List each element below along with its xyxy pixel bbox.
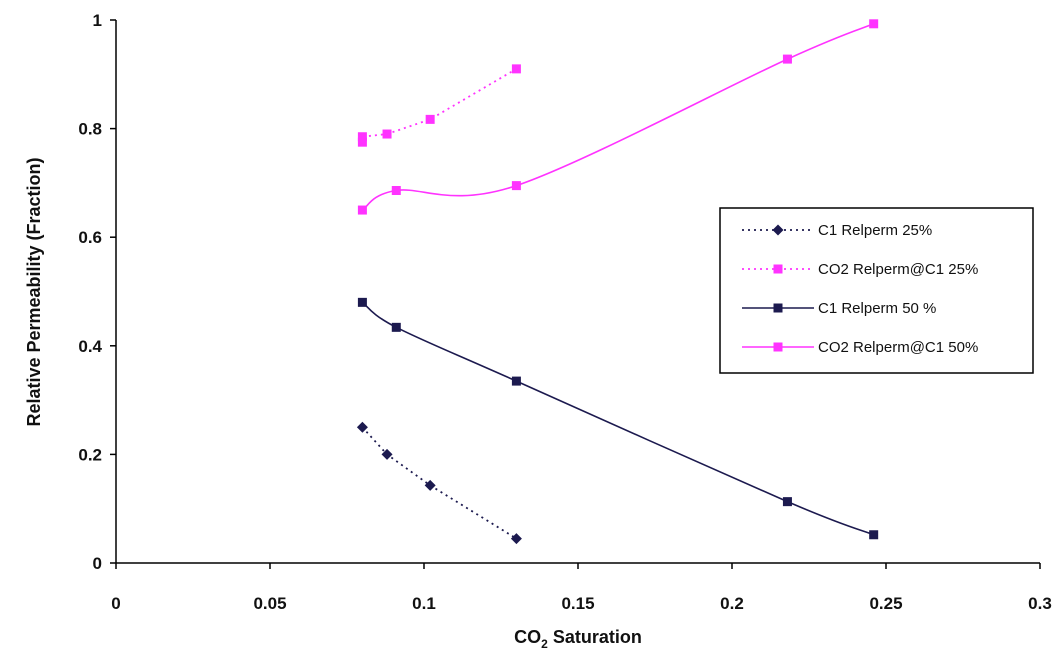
- data-point: [782, 497, 792, 507]
- y-tick-label: 0.8: [78, 120, 102, 139]
- x-axis-title-rest: Saturation: [548, 627, 642, 647]
- data-point: [869, 19, 879, 29]
- data-point: [381, 448, 393, 460]
- x-axis-title-subscript: 2: [541, 637, 548, 651]
- x-tick-label: 0.25: [869, 594, 902, 613]
- legend-item: CO2 Relperm@C1 50%: [742, 339, 978, 356]
- data-point: [424, 479, 436, 491]
- data-point: [782, 54, 792, 64]
- data-point: [425, 114, 435, 124]
- legend-marker: [773, 303, 783, 313]
- legend-box: [719, 207, 1034, 374]
- y-axis-title: Relative Permeability (Fraction): [24, 157, 44, 426]
- y-tick-label: 0.4: [78, 337, 102, 356]
- series-3: [357, 297, 879, 540]
- x-tick-label: 0.2: [720, 594, 744, 613]
- legend-marker: [773, 342, 783, 352]
- data-point: [391, 186, 401, 196]
- x-tick-label: 0.15: [561, 594, 594, 613]
- series-1: [356, 421, 522, 545]
- series-2: [357, 64, 521, 147]
- data-point: [357, 297, 367, 307]
- y-tick-label: 0: [93, 554, 102, 573]
- y-tick-label: 1: [93, 11, 102, 30]
- y-tick-label: 0.2: [78, 445, 102, 464]
- data-point: [357, 137, 367, 147]
- data-point: [382, 129, 392, 139]
- series-line: [361, 426, 517, 540]
- legend-label: C1 Relperm 50 %: [818, 300, 936, 317]
- y-tick-label: 0.6: [78, 228, 102, 247]
- legend-item: C1 Relperm 50 %: [742, 300, 936, 317]
- series-line: [361, 23, 874, 211]
- legend-item: CO2 Relperm@C1 25%: [742, 261, 978, 278]
- x-tick-label: 0: [111, 594, 120, 613]
- legend-label: C1 Relperm 25%: [818, 222, 932, 239]
- data-point: [511, 64, 521, 74]
- legend-label: CO2 Relperm@C1 25%: [818, 261, 978, 278]
- data-point: [869, 530, 879, 540]
- x-ticks: 0 0.05 0.1 0.15 0.2 0.25 0.3: [111, 563, 1052, 613]
- data-point: [356, 421, 368, 433]
- series-layer: [356, 19, 879, 545]
- data-point: [511, 181, 521, 191]
- data-point: [510, 533, 522, 545]
- x-axis-title: CO2 Saturation: [514, 627, 642, 651]
- legend-marker: [772, 224, 784, 236]
- x-axis-title-main: CO: [514, 627, 541, 647]
- y-ticks: 0 0.2 0.4 0.6 0.8 1: [78, 11, 116, 573]
- data-point: [357, 132, 367, 142]
- series-4: [357, 19, 879, 215]
- legend: C1 Relperm 25% CO2 Relperm@C1 25% C1 Relpe…: [719, 207, 1034, 374]
- legend-item: C1 Relperm 25%: [742, 222, 932, 239]
- data-point: [511, 376, 521, 386]
- x-tick-label: 0.05: [253, 594, 286, 613]
- legend-label: CO2 Relperm@C1 50%: [818, 339, 978, 356]
- data-point: [391, 322, 401, 332]
- legend-marker: [773, 264, 783, 274]
- data-point: [357, 205, 367, 215]
- x-tick-label: 0.3: [1028, 594, 1052, 613]
- x-tick-label: 0.1: [412, 594, 436, 613]
- legend-items: C1 Relperm 25% CO2 Relperm@C1 25% C1 Relpe…: [742, 222, 978, 356]
